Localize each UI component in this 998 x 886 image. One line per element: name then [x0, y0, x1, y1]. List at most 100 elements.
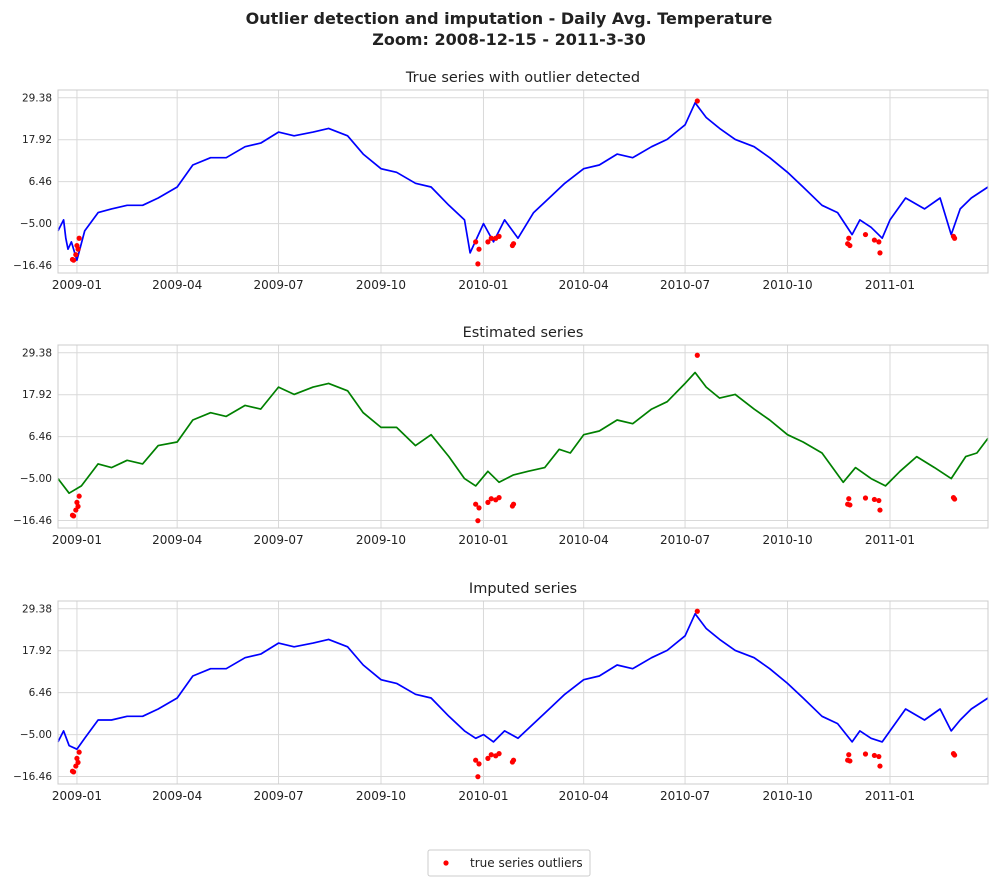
subplot-title: True series with outlier detected	[405, 70, 640, 86]
x-tick-label: 2009-10	[356, 789, 406, 803]
y-tick-label: −5.00	[20, 473, 52, 485]
outlier-point	[496, 233, 502, 239]
grid	[58, 345, 988, 528]
legend: true series outliers	[427, 849, 591, 877]
outlier-point	[488, 496, 494, 502]
outlier-point	[75, 503, 81, 510]
outlier-point	[70, 257, 77, 263]
legend-label: true series outliers	[470, 856, 583, 870]
y-tick-label: 29.38	[22, 92, 52, 104]
figure-title-line-1: Outlier detection and imputation - Daily…	[246, 9, 773, 28]
y-tick-label: 17.92	[22, 645, 52, 657]
outlier-point	[496, 751, 502, 757]
outlier-point	[76, 749, 82, 755]
outlier-point	[951, 752, 958, 758]
subplot-title: Estimated series	[463, 325, 584, 341]
outlier-point	[862, 231, 869, 238]
y-tick-label: −5.00	[20, 729, 52, 741]
figure-title-line-2: Zoom: 2008-12-15 - 2011-3-30	[372, 30, 646, 49]
x-tick-label: 2010-10	[762, 533, 812, 547]
y-tick-label: 29.38	[22, 603, 52, 615]
y-tick-label: 6.46	[29, 176, 53, 188]
outlier-point	[847, 242, 853, 249]
legend-marker-icon	[443, 860, 449, 866]
outlier-point	[862, 751, 869, 757]
series-line	[57, 101, 989, 262]
outlier-point	[476, 761, 482, 767]
outlier-point	[510, 757, 517, 763]
x-tick-label: 2010-01	[458, 533, 508, 547]
x-tick-label: 2010-04	[559, 533, 609, 547]
subplot-title: Imputed series	[469, 581, 577, 597]
x-tick-label: 2009-01	[52, 278, 102, 292]
x-tick-label: 2009-07	[253, 789, 303, 803]
plot-frame	[57, 600, 989, 785]
y-tick-label: −16.46	[13, 771, 52, 783]
outlier-point	[694, 98, 700, 104]
outlier-point	[951, 496, 958, 502]
y-tick-label: 6.46	[29, 431, 53, 443]
subplot-3: Imputed series 29.38 17.92 6.46 −5.00 −16.46 2…	[13, 581, 989, 803]
outlier-point	[846, 235, 852, 241]
outlier-point	[476, 246, 482, 252]
outlier-point	[871, 752, 877, 759]
outlier-point	[877, 507, 883, 513]
outlier-point	[74, 755, 80, 761]
x-tick-label: 2009-07	[253, 278, 303, 292]
x-tick-label: 2010-04	[559, 789, 609, 803]
x-tick-label: 2009-07	[253, 533, 303, 547]
plot-frame	[57, 344, 989, 529]
y-tick-label: 17.92	[22, 389, 52, 401]
outlier-point	[951, 235, 958, 241]
outlier-point	[694, 352, 700, 358]
outlier-point	[473, 501, 479, 507]
outlier-point	[75, 759, 81, 766]
x-tick-label: 2009-10	[356, 278, 406, 292]
grid	[58, 90, 988, 273]
x-tick-label: 2009-10	[356, 533, 406, 547]
y-tick-label: 6.46	[29, 687, 53, 699]
outlier-point	[475, 518, 481, 524]
x-tick-label: 2010-10	[762, 789, 812, 803]
y-tick-label: 29.38	[22, 347, 52, 359]
outlier-point	[70, 769, 77, 775]
outlier-point	[485, 755, 491, 761]
outlier-point	[75, 246, 81, 252]
grid	[58, 601, 988, 784]
x-tick-label: 2009-04	[152, 533, 202, 547]
outlier-point	[846, 496, 852, 502]
outlier-point	[485, 499, 491, 505]
x-tick-label: 2010-10	[762, 278, 812, 292]
legend-box	[427, 849, 591, 877]
outlier-point	[876, 497, 882, 504]
y-tick-label: 17.92	[22, 134, 52, 146]
outlier-point	[876, 239, 882, 245]
outlier-point	[871, 237, 877, 243]
x-tick-label: 2009-04	[152, 278, 202, 292]
outlier-point	[485, 239, 491, 245]
plot-frame	[57, 89, 989, 274]
outlier-point	[876, 753, 882, 760]
outlier-point	[877, 250, 883, 256]
x-tick-label: 2010-01	[458, 278, 508, 292]
subplot-2: Estimated series 29.38 17.92 6.46 −5.00 −16.4…	[13, 325, 989, 547]
outlier-point	[475, 261, 481, 267]
y-tick-label: −16.46	[13, 260, 52, 272]
outlier-point	[473, 239, 479, 245]
outlier-point	[473, 757, 479, 763]
outlier-point	[510, 501, 517, 507]
outlier-point	[862, 495, 869, 501]
x-tick-label: 2009-01	[52, 533, 102, 547]
outlier-point	[510, 241, 517, 247]
outlier-point	[694, 608, 700, 614]
outlier-point	[70, 513, 77, 519]
series-line	[57, 612, 989, 751]
x-tick-label: 2010-07	[660, 789, 710, 803]
x-tick-label: 2011-01	[865, 278, 915, 292]
x-tick-label: 2010-04	[559, 278, 609, 292]
outlier-point	[74, 499, 80, 505]
subplot-1: True series with outlier detected 29.38 17…	[13, 70, 989, 292]
series-line	[57, 371, 989, 495]
outlier-point	[488, 752, 494, 758]
